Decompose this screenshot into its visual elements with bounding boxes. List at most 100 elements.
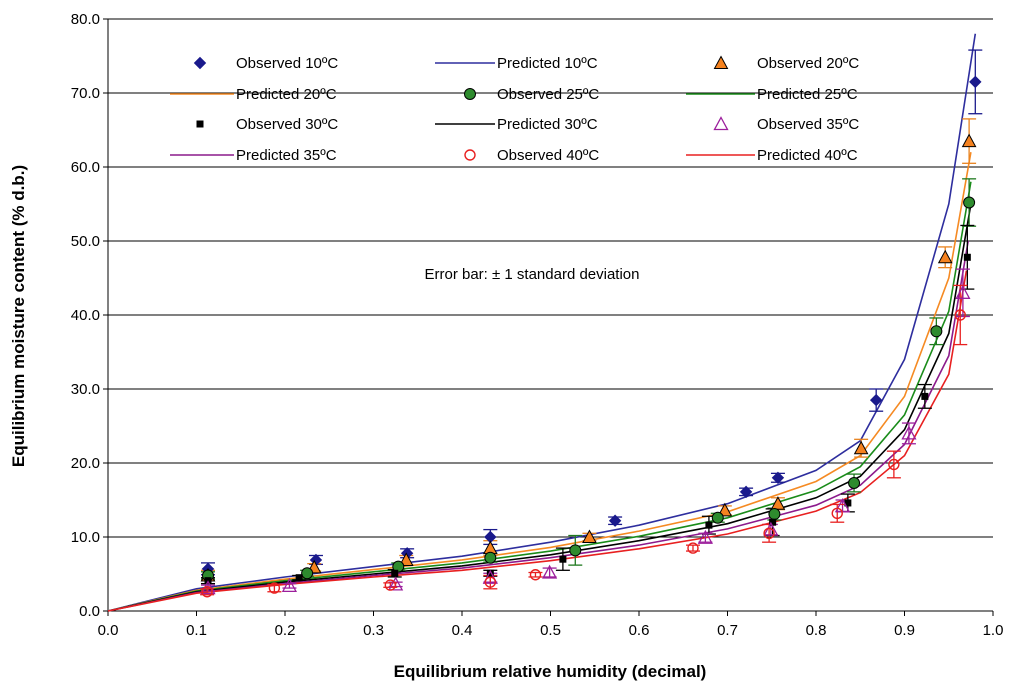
predicted-line xyxy=(107,240,969,612)
legend-label: Predicted 35ºC xyxy=(236,147,337,164)
data-point xyxy=(869,393,883,407)
data-point xyxy=(482,569,498,584)
gridlines xyxy=(108,18,993,538)
legend-label: Predicted 30ºC xyxy=(497,116,598,133)
y-tick-label: 0.0 xyxy=(79,603,100,620)
data-point xyxy=(954,309,966,321)
data-point xyxy=(921,392,929,400)
data-point xyxy=(569,544,582,557)
data-point xyxy=(769,518,777,526)
x-tick-label: 0.4 xyxy=(452,622,473,639)
data-point xyxy=(844,499,852,507)
data-point xyxy=(608,514,622,527)
legend-label: Predicted 20ºC xyxy=(236,86,337,103)
data-point xyxy=(486,569,494,577)
legend-label: Observed 30ºC xyxy=(236,116,338,133)
x-tick-label: 0.7 xyxy=(717,622,738,639)
data-point xyxy=(930,325,943,338)
data-point xyxy=(848,476,861,489)
x-tick-label: 0.3 xyxy=(363,622,384,639)
data-point xyxy=(955,284,971,299)
y-tick-label: 30.0 xyxy=(71,381,100,398)
error-bar-annotation: Error bar: ± 1 standard deviation xyxy=(424,266,639,283)
legend-label: Observed 25ºC xyxy=(497,86,599,103)
x-axis: 0.0 0.1 0.2 0.3 0.4 0.5 0.6 0.7 0.8 0.9 1.0 xyxy=(98,611,1004,639)
x-tick-label: 0.8 xyxy=(806,622,827,639)
predicted-line xyxy=(107,181,972,612)
data-point xyxy=(697,529,713,544)
data-point xyxy=(771,471,785,485)
x-tick-label: 1.0 xyxy=(983,622,1004,639)
data-point xyxy=(961,133,977,148)
data-point xyxy=(963,196,976,209)
data-point xyxy=(763,527,775,539)
y-axis: 0.0 10.0 20.0 30.0 40.0 50.0 60.0 70.0 80.0 xyxy=(71,11,108,620)
data-point xyxy=(295,574,303,582)
data-point xyxy=(711,511,724,524)
legend-marker xyxy=(713,116,729,131)
data-point xyxy=(582,529,597,543)
data-point xyxy=(963,253,971,261)
data-point xyxy=(559,555,567,563)
data-point xyxy=(768,508,781,521)
legend-marker xyxy=(464,149,476,161)
legend-label: Predicted 10ºC xyxy=(497,55,598,72)
x-tick-label: 0.0 xyxy=(98,622,119,639)
y-tick-label: 80.0 xyxy=(71,11,100,28)
data-point xyxy=(268,582,281,594)
x-axis-title: Equilibrium relative humidity (decimal) xyxy=(394,662,707,681)
x-tick-label: 0.6 xyxy=(629,622,650,639)
predicted-line xyxy=(107,33,977,612)
data-point xyxy=(484,551,497,564)
legend-label: Observed 10ºC xyxy=(236,55,338,72)
y-tick-label: 60.0 xyxy=(71,159,100,176)
y-tick-label: 40.0 xyxy=(71,307,100,324)
predicted-line xyxy=(107,203,972,612)
data-point xyxy=(529,569,542,581)
y-tick-label: 10.0 xyxy=(71,529,100,546)
legend-label: Predicted 40ºC xyxy=(757,147,858,164)
data-point xyxy=(705,521,713,529)
data-point xyxy=(853,440,869,455)
data-point xyxy=(770,496,786,510)
legend-label: Predicted 25ºC xyxy=(757,86,858,103)
observed-points xyxy=(200,75,982,598)
data-point xyxy=(301,567,314,580)
data-point xyxy=(391,569,399,577)
y-axis-title: Equilibrium moisture content (% d.b.) xyxy=(9,165,28,467)
data-point xyxy=(398,552,414,566)
predicted-line xyxy=(107,270,968,612)
x-tick-label: 0.2 xyxy=(275,622,296,639)
legend: Observed 10ºC Predicted 10ºC Observed 20ºC… xyxy=(170,55,859,164)
data-point xyxy=(201,586,213,598)
data-point xyxy=(739,485,753,499)
data-point xyxy=(392,560,405,573)
data-point xyxy=(281,577,298,592)
legend-marker xyxy=(196,120,204,128)
legend-marker xyxy=(713,55,729,69)
data-point xyxy=(937,249,953,264)
legend-label: Observed 20ºC xyxy=(757,55,859,72)
predicted-line xyxy=(107,152,972,612)
legend-label: Observed 35ºC xyxy=(757,116,859,133)
data-point xyxy=(388,576,404,591)
x-tick-label: 0.1 xyxy=(186,622,207,639)
data-point xyxy=(901,425,917,440)
y-tick-label: 70.0 xyxy=(71,85,100,102)
data-point xyxy=(717,502,733,517)
predicted-curves xyxy=(107,33,977,612)
data-point xyxy=(687,542,699,554)
y-tick-label: 20.0 xyxy=(71,455,100,472)
x-tick-label: 0.5 xyxy=(540,622,561,639)
legend-marker xyxy=(464,88,476,100)
data-point xyxy=(831,507,843,520)
data-point xyxy=(484,576,497,588)
data-point xyxy=(969,75,982,89)
data-point xyxy=(542,564,558,579)
data-point xyxy=(384,579,397,591)
legend-marker xyxy=(193,56,207,70)
legend-label: Observed 40ºC xyxy=(497,147,599,164)
data-point xyxy=(888,458,900,471)
y-tick-label: 50.0 xyxy=(71,233,100,250)
